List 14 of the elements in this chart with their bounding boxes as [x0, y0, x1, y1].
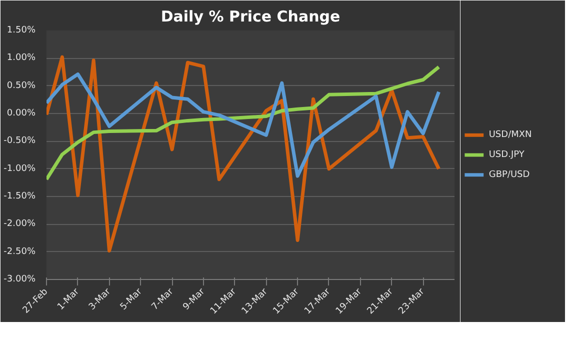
y-tick-label: -0.50%	[4, 136, 36, 146]
y-tick-label: -2.00%	[4, 219, 36, 230]
y-tick-label: 1.50%	[6, 26, 36, 36]
y-tick-label: -3.00%	[4, 274, 36, 284]
y-tick-label: -2.50%	[4, 246, 36, 257]
legend-label: USD/MXN	[488, 130, 532, 140]
y-tick-label: 1.00%	[6, 53, 36, 64]
chart-title: Daily % Price Change	[160, 8, 340, 26]
legend-label: USD.JPY	[488, 150, 525, 160]
y-tick-label: -1.50%	[4, 192, 36, 202]
y-tick-label: -1.00%	[4, 164, 36, 174]
legend-label: GBP/USD	[488, 170, 530, 180]
y-tick-label: 0.00%	[6, 108, 36, 118]
y-tick-label: 0.50%	[6, 80, 36, 91]
